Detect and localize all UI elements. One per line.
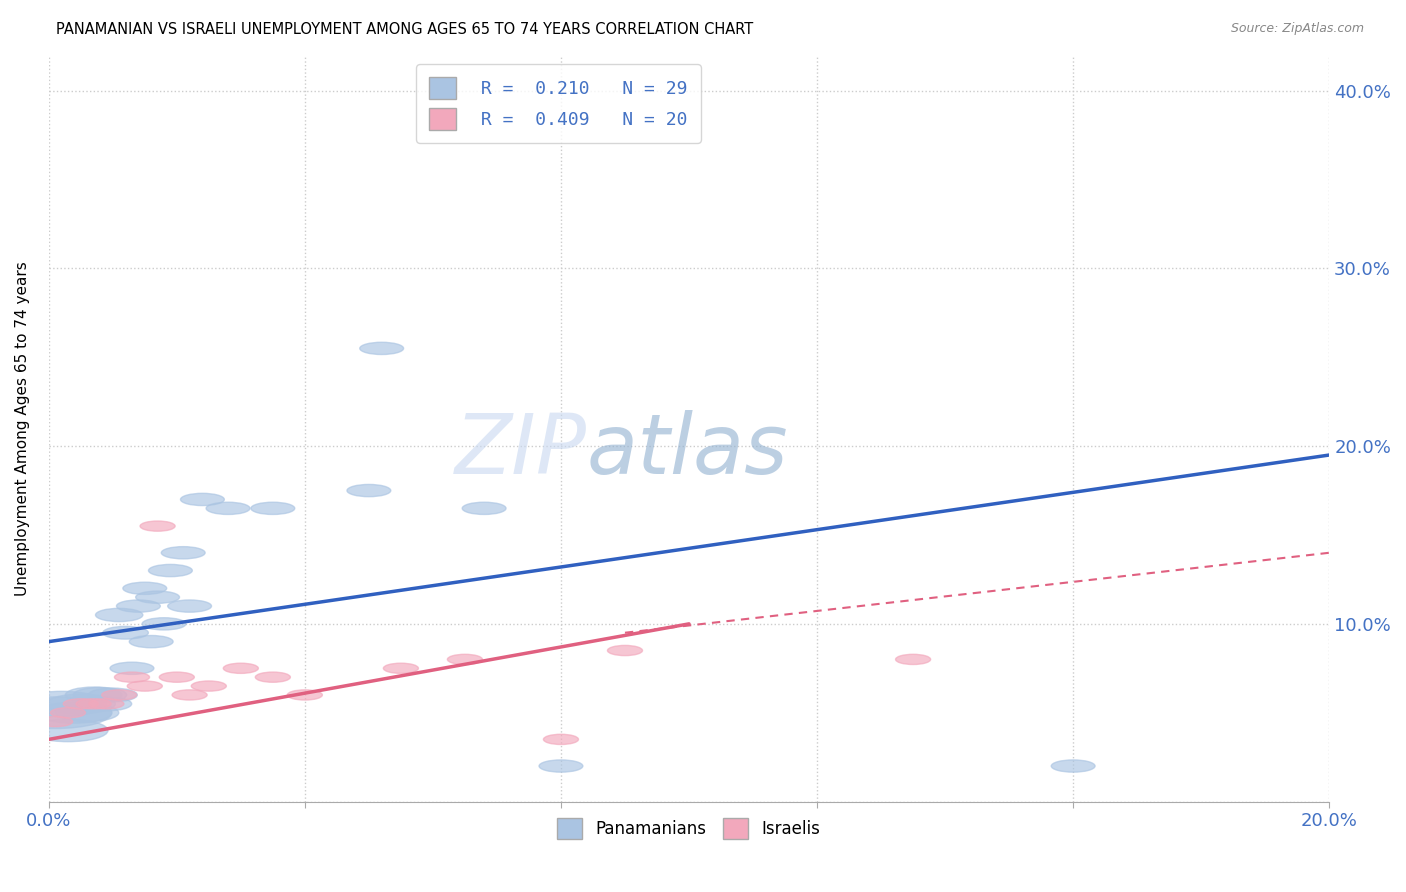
- Ellipse shape: [287, 690, 322, 700]
- Ellipse shape: [463, 502, 506, 515]
- Ellipse shape: [1052, 760, 1095, 772]
- Ellipse shape: [384, 663, 419, 673]
- Ellipse shape: [76, 698, 111, 709]
- Legend: Panamanians, Israelis: Panamanians, Israelis: [551, 812, 827, 846]
- Ellipse shape: [128, 681, 162, 691]
- Ellipse shape: [122, 582, 167, 594]
- Ellipse shape: [114, 672, 149, 682]
- Ellipse shape: [167, 600, 211, 612]
- Ellipse shape: [896, 655, 931, 665]
- Ellipse shape: [347, 484, 391, 497]
- Ellipse shape: [447, 655, 482, 665]
- Ellipse shape: [207, 502, 250, 515]
- Ellipse shape: [110, 662, 153, 674]
- Ellipse shape: [544, 734, 578, 745]
- Ellipse shape: [65, 687, 122, 703]
- Y-axis label: Unemployment Among Ages 65 to 74 years: Unemployment Among Ages 65 to 74 years: [15, 261, 30, 596]
- Ellipse shape: [172, 690, 207, 700]
- Ellipse shape: [17, 691, 107, 716]
- Ellipse shape: [129, 635, 173, 648]
- Ellipse shape: [135, 591, 180, 603]
- Ellipse shape: [607, 646, 643, 656]
- Ellipse shape: [117, 600, 160, 612]
- Ellipse shape: [63, 698, 98, 709]
- Text: ZIP: ZIP: [454, 410, 586, 491]
- Ellipse shape: [141, 521, 176, 532]
- Ellipse shape: [38, 716, 73, 727]
- Ellipse shape: [162, 547, 205, 559]
- Ellipse shape: [89, 688, 138, 702]
- Text: PANAMANIAN VS ISRAELI UNEMPLOYMENT AMONG AGES 65 TO 74 YEARS CORRELATION CHART: PANAMANIAN VS ISRAELI UNEMPLOYMENT AMONG…: [56, 22, 754, 37]
- Ellipse shape: [0, 697, 111, 729]
- Ellipse shape: [149, 565, 193, 576]
- Ellipse shape: [96, 608, 143, 622]
- Ellipse shape: [159, 672, 194, 682]
- Text: atlas: atlas: [586, 410, 789, 491]
- Ellipse shape: [101, 690, 136, 700]
- Ellipse shape: [46, 694, 115, 714]
- Ellipse shape: [360, 343, 404, 354]
- Ellipse shape: [538, 760, 583, 772]
- Ellipse shape: [89, 698, 124, 709]
- Ellipse shape: [51, 707, 86, 718]
- Ellipse shape: [256, 672, 291, 682]
- Ellipse shape: [82, 697, 132, 711]
- Ellipse shape: [180, 493, 225, 506]
- Ellipse shape: [103, 626, 149, 640]
- Ellipse shape: [73, 688, 127, 703]
- Ellipse shape: [28, 719, 108, 741]
- Ellipse shape: [191, 681, 226, 691]
- Text: Source: ZipAtlas.com: Source: ZipAtlas.com: [1230, 22, 1364, 36]
- Ellipse shape: [224, 663, 259, 673]
- Ellipse shape: [55, 704, 118, 722]
- Ellipse shape: [142, 618, 186, 630]
- Ellipse shape: [37, 702, 112, 723]
- Ellipse shape: [250, 502, 295, 515]
